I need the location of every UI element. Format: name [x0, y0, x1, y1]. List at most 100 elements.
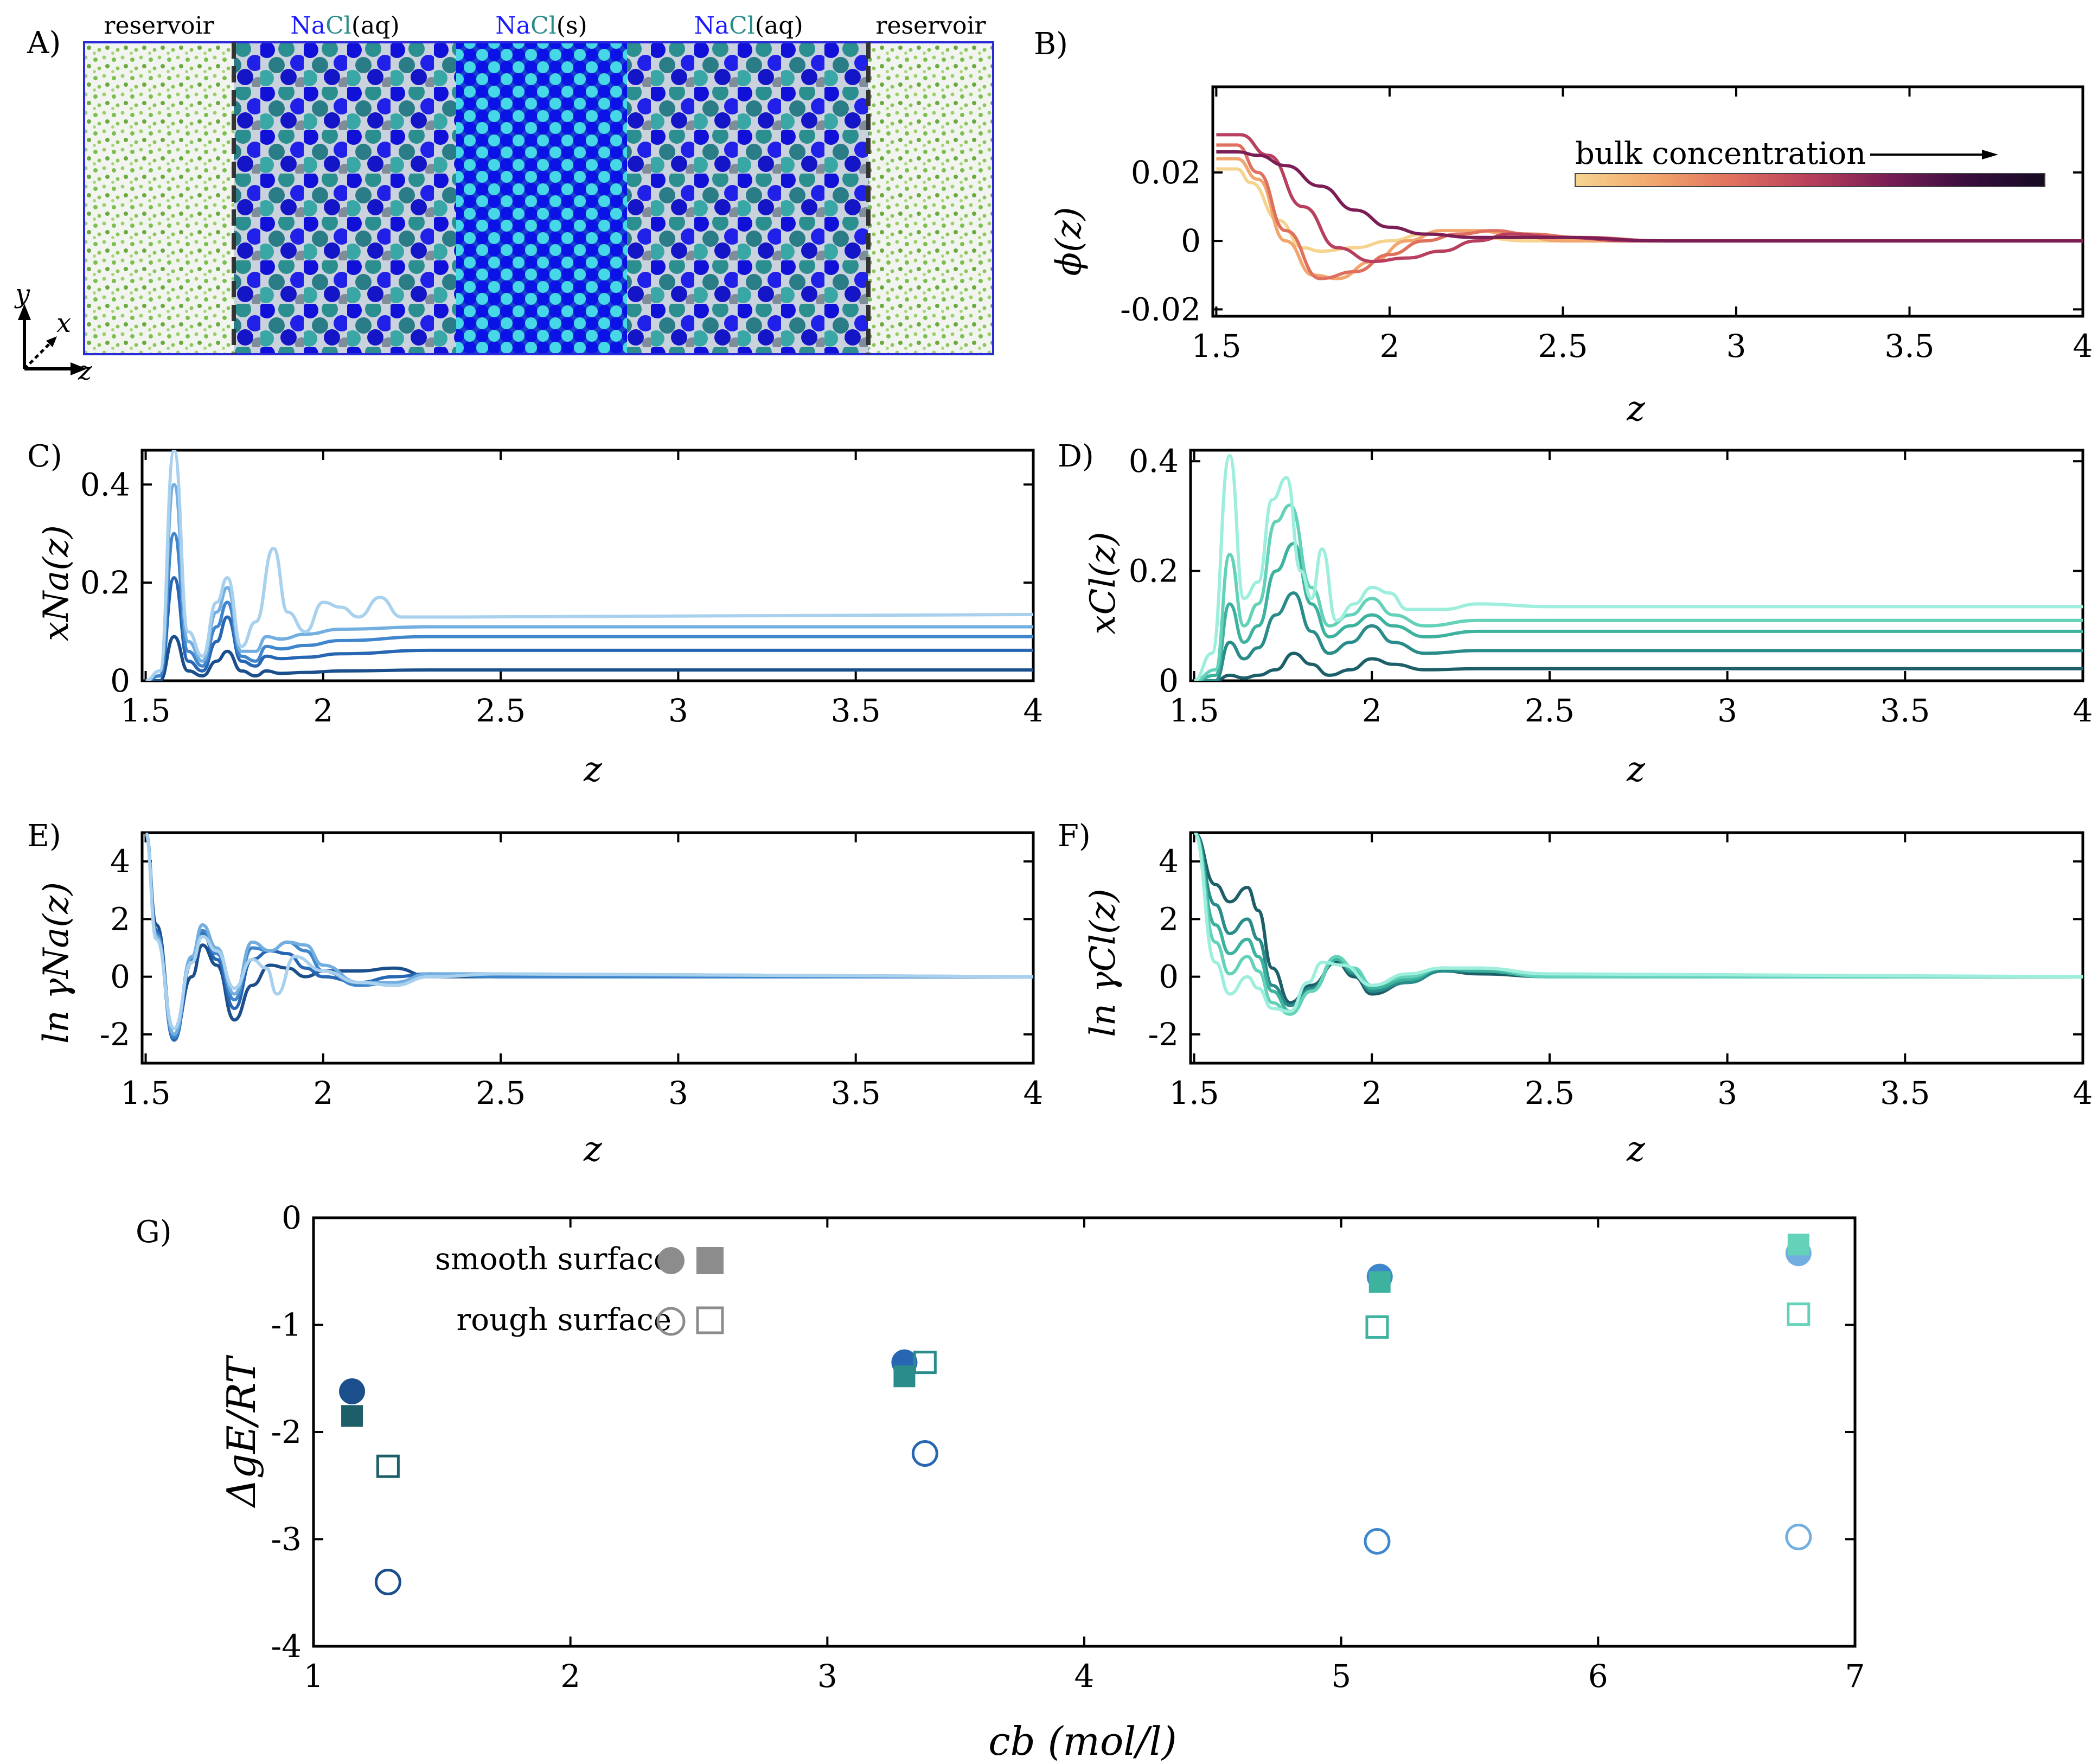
colorbar-cell: [1688, 174, 1693, 187]
region-label-solution-left: NaCl(aq): [290, 12, 399, 40]
panel-b-ylabel: ϕ(z): [1049, 207, 1089, 276]
panel-c-xlabel: z: [583, 750, 603, 790]
axes-triad: y x z: [14, 279, 92, 386]
series-line-c3: [1193, 833, 2083, 1013]
series-line-c4: [144, 833, 1033, 1036]
colorbar-cell: [1770, 174, 1776, 187]
point-smooth-Cl: [893, 1365, 916, 1388]
colorbar-cell: [1998, 174, 2003, 187]
panel-a: A) reservoir NaCl(aq) NaCl(s) NaCl(aq) r…: [14, 12, 994, 386]
series-line-c3: [1194, 542, 2083, 681]
series-line-c5: [1193, 454, 2083, 681]
colorbar-cell: [1818, 174, 1822, 187]
colorbar-cell: [1872, 174, 1877, 187]
colorbar-cell: [1759, 174, 1764, 187]
colorbar-cell: [1751, 174, 1756, 187]
colorbar-cell: [1884, 174, 1889, 187]
x-tick-label: 3: [668, 1075, 688, 1111]
colorbar-cell: [1626, 174, 1631, 187]
y-tick-label: 0.4: [1129, 443, 1179, 480]
colorbar-cell: [1696, 174, 1701, 187]
colorbar-cell: [1923, 174, 1928, 187]
colorbar-cell: [1841, 174, 1846, 187]
colorbar-cell: [1959, 174, 1963, 187]
colorbar-cell: [1947, 174, 1952, 187]
x-tick-label: 1: [304, 1658, 324, 1695]
panel-f-axes-frame: [1189, 831, 2084, 1065]
region-label-reservoir-right: reservoir: [875, 12, 986, 40]
x-tick-label: 1.5: [120, 1075, 170, 1111]
colorbar-cell: [2025, 174, 2030, 187]
colorbar-cell: [1865, 174, 1870, 187]
panel-g-label: G): [136, 1215, 172, 1250]
point-rough-Na: [911, 1440, 938, 1467]
colorbar-cell: [1677, 174, 1681, 187]
series-line-c5: [1216, 150, 2083, 243]
colorbar-cell: [2029, 174, 2034, 187]
region-label-crystal: NaCl(s): [495, 12, 587, 40]
colorbar-cell: [1692, 174, 1697, 187]
panel-d-lines: [1193, 454, 2083, 681]
colorbar-cell: [1630, 174, 1635, 187]
colorbar-cell: [1911, 174, 1916, 187]
colorbar-cell: [1806, 174, 1811, 187]
panel-b-lines: [1216, 133, 2083, 280]
colorbar-cell: [1990, 174, 1995, 187]
colorbar-cell: [1966, 174, 1971, 187]
y-tick-label: 0: [110, 958, 130, 995]
box-outline: [83, 41, 994, 355]
x-tick-label: 2.5: [1525, 692, 1575, 729]
series-line-c5: [1193, 833, 2083, 1013]
y-tick-label: -2: [100, 1016, 131, 1053]
triad-x-label: x: [56, 308, 71, 338]
colorbar-frame: [1575, 173, 2045, 187]
point-rough-Na: [1785, 1524, 1812, 1551]
panel-e-label: E): [27, 819, 61, 854]
colorbar-cell: [1755, 174, 1760, 187]
colorbar-cell: [1602, 174, 1607, 187]
panel-c: C) xNa(z) z 1.5 2 2.5 3 3.5 4 0 0.2 0.4: [27, 439, 1043, 790]
panel-e-xlabel: z: [583, 1129, 603, 1169]
series-line-c3: [145, 532, 1033, 681]
colorbar-cell: [1986, 174, 1991, 187]
colorbar-cell: [1590, 174, 1596, 187]
colorbar-cell: [1810, 174, 1815, 187]
y-tick-label: 2: [110, 900, 130, 937]
triad-y-label: y: [14, 279, 30, 309]
colorbar-cell: [1595, 174, 1600, 187]
colorbar-cell: [1798, 174, 1803, 187]
colorbar-cell: [1896, 174, 1901, 187]
point-rough-Na: [374, 1569, 401, 1595]
y-tick-label: -1: [271, 1307, 302, 1344]
x-tick-label: 2: [1362, 1075, 1382, 1111]
panel-d: D) xCl(z) z 1.5 2 2.5 3 3.5 4 0 0.2 0.4: [1058, 439, 2093, 790]
panel-e-axes-frame: [140, 831, 1035, 1065]
x-tick-label: 2.5: [1525, 1075, 1575, 1111]
x-tick-label: 3: [817, 1658, 837, 1695]
y-tick-label: 4: [110, 843, 130, 880]
colorbar-cell: [1955, 174, 1960, 187]
point-rough-Cl: [1365, 1315, 1389, 1339]
legend: smooth surface rough surface: [435, 1242, 724, 1338]
colorbar-cell: [1888, 174, 1893, 187]
colorbar-cell: [1649, 174, 1654, 187]
series-line-c2: [1193, 833, 2083, 1007]
panel-f-label: F): [1058, 819, 1091, 854]
colorbar-cell: [1821, 174, 1826, 187]
y-tick-label: 2: [1159, 900, 1179, 937]
region-label-solution-right: NaCl(aq): [694, 12, 803, 40]
panel-g-axes-frame: [312, 1216, 1857, 1648]
reservoir-right-region: [868, 42, 993, 354]
colorbar-cell: [1614, 174, 1619, 187]
series-line-c5: [145, 450, 1033, 681]
colorbar-label: bulk concentration: [1575, 136, 1866, 171]
colorbar-cell: [2010, 174, 2014, 187]
y-tick-label: -0.02: [1120, 291, 1201, 328]
y-tick-label: 0.4: [80, 466, 130, 503]
panel-a-label: A): [27, 25, 61, 61]
colorbar-cell: [1638, 174, 1642, 187]
legend-rough-square: [696, 1306, 724, 1334]
colorbar-cell: [1724, 174, 1729, 187]
colorbar-cell: [1720, 174, 1725, 187]
y-tick-label: -2: [271, 1414, 302, 1450]
